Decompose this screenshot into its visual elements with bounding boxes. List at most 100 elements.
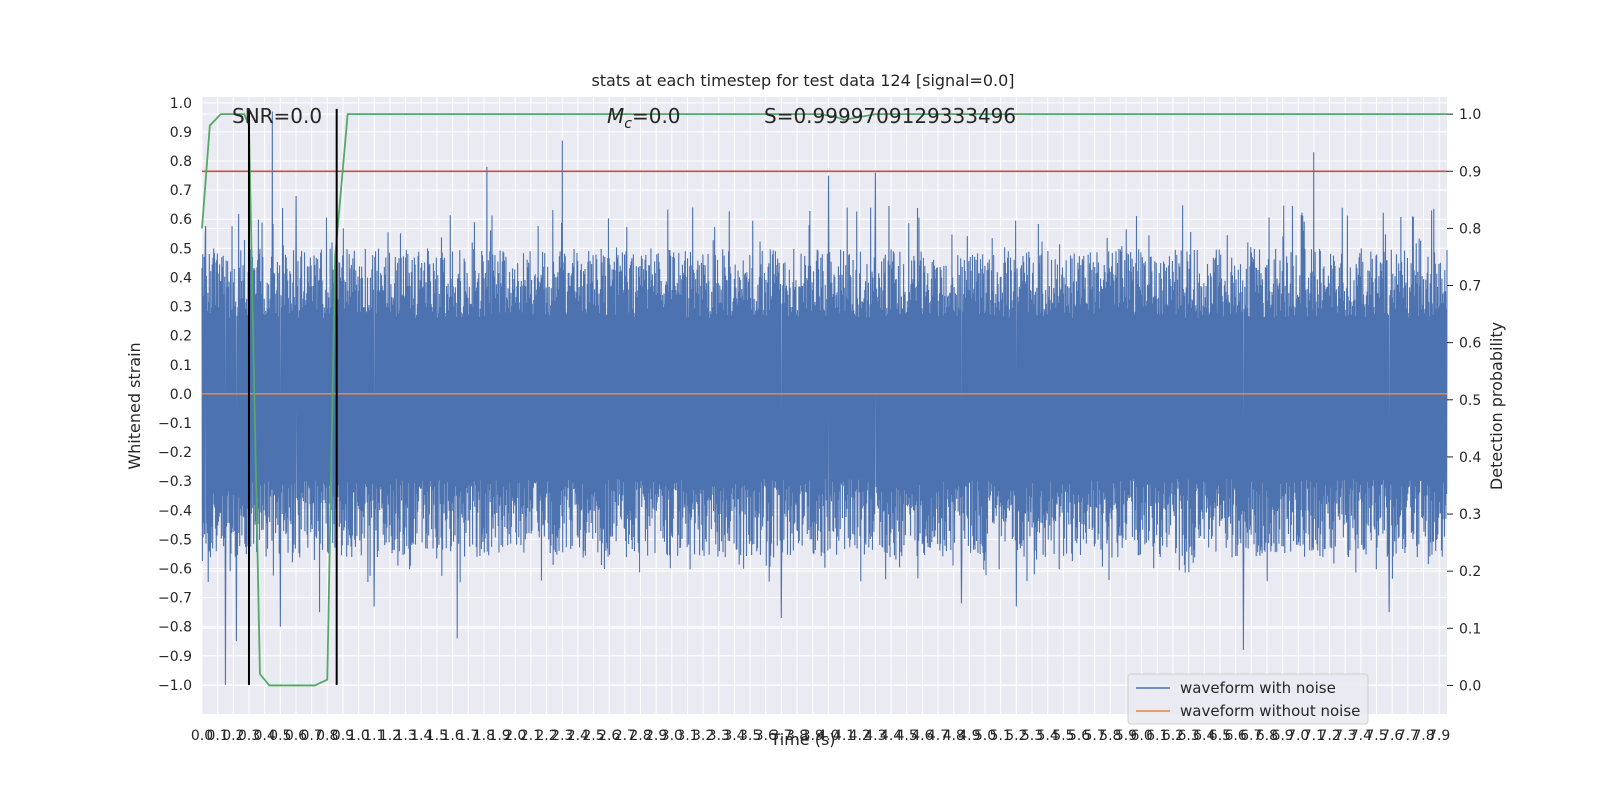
x-tick-label: 2.0	[504, 728, 526, 744]
s-annotation: S=0.9999709129333496	[764, 104, 1016, 128]
legend-label-noise: waveform with noise	[1180, 679, 1336, 697]
x-axis-ticks: 0.00.10.20.30.40.50.60.70.80.91.01.11.21…	[191, 728, 1450, 744]
line-series	[201, 113, 1447, 687]
x-tick-label: 4.9	[958, 728, 980, 744]
x-tick-label: 2.5	[582, 728, 604, 744]
x-tick-label: 4.2	[849, 728, 871, 744]
x-tick-label: 5.1	[990, 728, 1012, 744]
x-tick-label: 6.7	[1240, 728, 1262, 744]
y2-tick-label: 0.8	[1459, 221, 1481, 237]
x-tick-label: 5.5	[1052, 728, 1074, 744]
x-tick-label: 0.0	[191, 728, 213, 744]
x-tick-label: 2.7	[614, 728, 636, 744]
x-tick-label: 4.1	[833, 728, 855, 744]
x-tick-label: 1.8	[473, 728, 495, 744]
x-tick-label: 3.0	[661, 728, 683, 744]
x-tick-label: 3.4	[723, 728, 745, 744]
y2-tick-label: 0.2	[1459, 564, 1481, 580]
x-tick-label: 7.1	[1303, 728, 1325, 744]
x-tick-label: 1.3	[394, 728, 416, 744]
y-axis-ticks: 1.0 0.9 0.8 0.7 0.6 0.5 0.4 0.3 0.2 0.1 0.0 −0.1 −0.…	[158, 96, 192, 694]
y-tick-label: 0.4	[170, 270, 192, 286]
waveform-with-noise-series	[201, 111, 1448, 685]
x-tick-label: 5.0	[974, 728, 996, 744]
y2-tick-label: 1.0	[1459, 107, 1481, 123]
x-tick-label: 0.4	[254, 728, 276, 744]
chart-title: stats at each timestep for test data 124…	[591, 71, 1014, 90]
y-tick-label: 0.9	[170, 125, 192, 141]
x-tick-label: 4.5	[896, 728, 918, 744]
x-tick-label: 0.6	[285, 728, 307, 744]
y2-tick-label: 0.3	[1459, 507, 1481, 523]
x-tick-label: 2.8	[629, 728, 651, 744]
x-tick-label: 1.9	[488, 728, 510, 744]
y-tick-label: 0.1	[170, 358, 192, 374]
x-tick-label: 6.6	[1224, 728, 1246, 744]
x-tick-label: 0.8	[316, 728, 338, 744]
x-tick-label: 2.9	[645, 728, 667, 744]
x-tick-label: 5.2	[1005, 728, 1027, 744]
snr-annotation: SNR=0.0	[232, 104, 322, 128]
x-tick-label: 0.9	[332, 728, 354, 744]
x-tick-label: 7.7	[1397, 728, 1419, 744]
x-tick-label: 0.5	[269, 728, 291, 744]
x-tick-label: 1.2	[379, 728, 401, 744]
y-tick-label: 0.5	[170, 241, 192, 257]
y-tick-label: −0.7	[158, 591, 192, 607]
x-tick-label: 6.4	[1193, 728, 1215, 744]
x-tick-label: 7.8	[1412, 728, 1434, 744]
mc-symbol: M	[607, 104, 624, 128]
x-tick-label: 4.6	[911, 728, 933, 744]
x-tick-label: 3.5	[739, 728, 761, 744]
x-tick-label: 1.7	[457, 728, 479, 744]
x-tick-label: 2.4	[567, 728, 589, 744]
y-tick-label: 0.8	[170, 154, 192, 170]
x-tick-label: 3.7	[770, 728, 792, 744]
y-tick-label: −0.3	[158, 474, 192, 490]
x-tick-label: 7.2	[1318, 728, 1340, 744]
y-tick-label: 0.0	[170, 387, 192, 403]
x-tick-label: 5.8	[1099, 728, 1121, 744]
y-tick-label: −0.5	[158, 532, 192, 548]
x-tick-label: 5.9	[1115, 728, 1137, 744]
x-tick-label: 1.5	[426, 728, 448, 744]
y-tick-label: 0.3	[170, 300, 192, 316]
x-tick-label: 0.7	[300, 728, 322, 744]
waveform-with-noise-line	[201, 111, 1448, 685]
x-tick-label: 7.6	[1381, 728, 1403, 744]
x-tick-label: 1.0	[347, 728, 369, 744]
y2-tick-label: 0.6	[1459, 336, 1481, 352]
x-tick-label: 3.8	[786, 728, 808, 744]
detection-probability-line	[201, 113, 1447, 687]
y-tick-label: −0.4	[158, 503, 192, 519]
y-tick-label: 0.7	[170, 183, 192, 199]
mc-value: =0.0	[632, 104, 681, 128]
vertical-markers	[247, 108, 338, 685]
x-tick-label: 4.0	[817, 728, 839, 744]
x-tick-label: 6.8	[1256, 728, 1278, 744]
x-tick-label: 3.1	[676, 728, 698, 744]
x-tick-label: 3.2	[692, 728, 714, 744]
y-tick-label: −0.6	[158, 561, 192, 577]
y2-tick-label: 0.0	[1459, 678, 1481, 694]
y-tick-label: −0.8	[158, 620, 192, 636]
x-tick-label: 6.5	[1209, 728, 1231, 744]
x-tick-label: 6.3	[1177, 728, 1199, 744]
x-tick-label: 1.4	[410, 728, 432, 744]
x-tick-label: 6.2	[1162, 728, 1184, 744]
x-tick-label: 4.3	[864, 728, 886, 744]
y2-tick-label: 0.4	[1459, 450, 1481, 466]
x-tick-label: 0.3	[238, 728, 260, 744]
y-tick-label: 0.2	[170, 329, 192, 345]
x-tick-label: 5.7	[1084, 728, 1106, 744]
y-tick-label: −1.0	[158, 678, 192, 694]
mc-annotation: Mc=0.0	[607, 104, 681, 132]
x-tick-label: 1.6	[441, 728, 463, 744]
legend-box	[1127, 673, 1369, 725]
x-tick-label: 2.3	[551, 728, 573, 744]
x-tick-label: 5.6	[1068, 728, 1090, 744]
y2-tick-label: 0.1	[1459, 621, 1481, 637]
x-tick-label: 2.6	[598, 728, 620, 744]
y2-tick-label: 0.9	[1459, 164, 1481, 180]
